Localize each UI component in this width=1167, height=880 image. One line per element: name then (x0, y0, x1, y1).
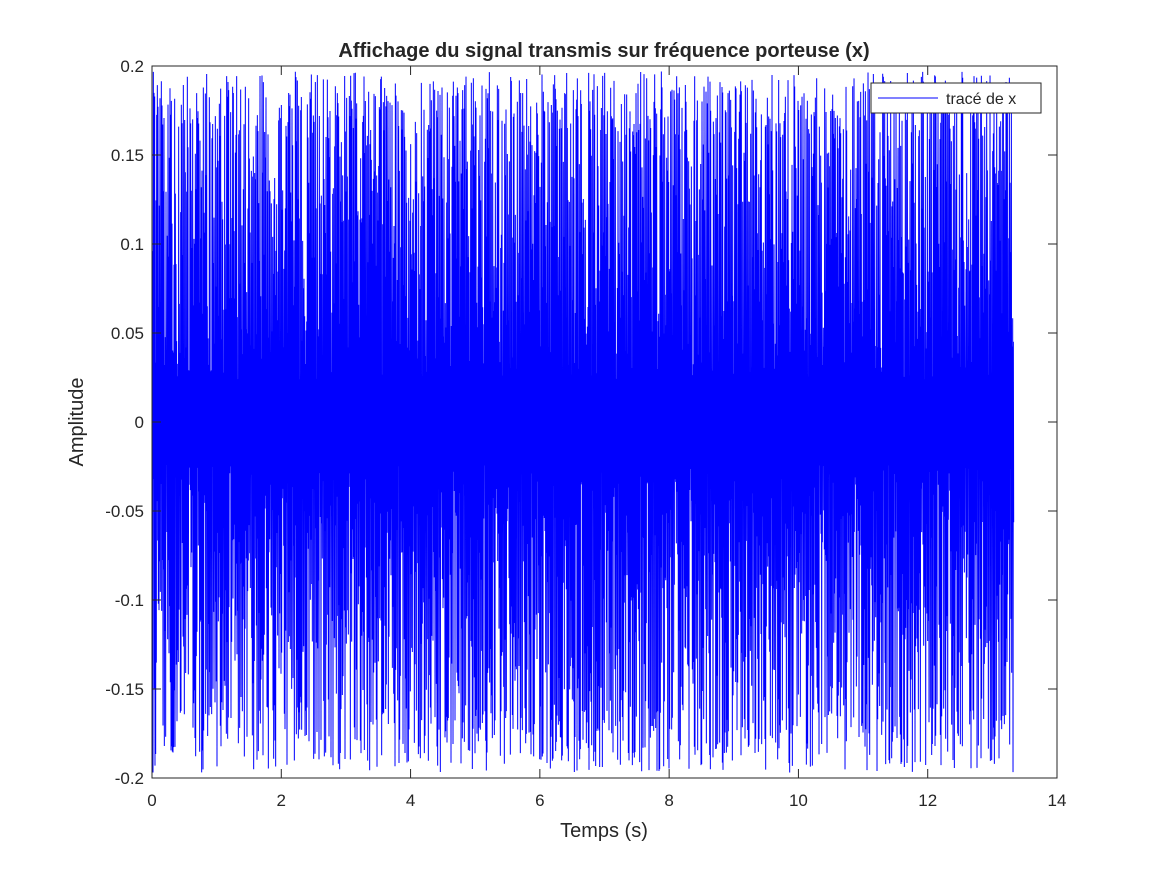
legend-entry-label: tracé de x (946, 91, 1016, 108)
y-tick-label: -0.15 (105, 680, 144, 699)
y-tick-label: 0.2 (120, 57, 144, 76)
chart-title: Affichage du signal transmis sur fréquen… (338, 40, 869, 62)
x-tick-label: 8 (664, 791, 673, 810)
series-line-x (151, 71, 1015, 773)
x-tick-label: 10 (789, 791, 808, 810)
x-tick-label: 6 (535, 791, 544, 810)
y-tick-label: -0.1 (115, 591, 144, 610)
x-axis-label: Temps (s) (560, 820, 648, 842)
x-tick-label: 2 (277, 791, 286, 810)
x-tick-label: 0 (147, 791, 156, 810)
y-axis-label: Amplitude (66, 378, 88, 467)
y-tick-label: 0.05 (111, 324, 144, 343)
legend: tracé de x (870, 82, 1042, 114)
x-tick-label: 4 (406, 791, 415, 810)
x-tick-label: 12 (918, 791, 937, 810)
y-tick-label: 0.15 (111, 146, 144, 165)
y-tick-label: 0 (135, 413, 144, 432)
y-tick-label: -0.05 (105, 502, 144, 521)
y-tick-label: 0.1 (120, 235, 144, 254)
x-tick-label: 14 (1048, 791, 1067, 810)
y-tick-label: -0.2 (115, 769, 144, 788)
